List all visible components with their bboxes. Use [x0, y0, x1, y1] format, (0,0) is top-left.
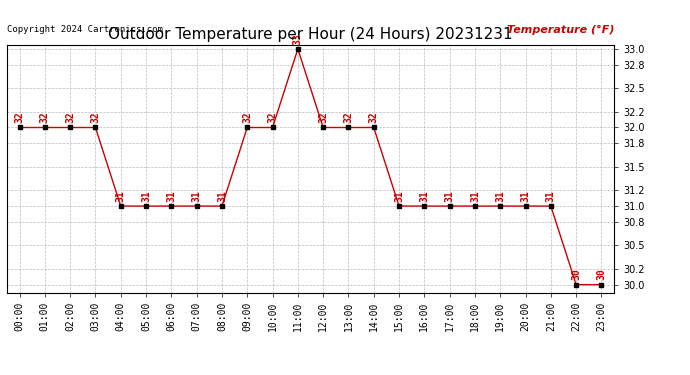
Text: 31: 31 — [217, 190, 227, 202]
Text: 31: 31 — [546, 190, 556, 202]
Text: 33: 33 — [293, 33, 303, 45]
Text: 32: 32 — [40, 112, 50, 123]
Text: 32: 32 — [242, 112, 253, 123]
Text: 31: 31 — [394, 190, 404, 202]
Text: 32: 32 — [14, 112, 25, 123]
Text: 31: 31 — [444, 190, 455, 202]
Text: Copyright 2024 Cartronics.com: Copyright 2024 Cartronics.com — [7, 25, 163, 34]
Text: 32: 32 — [90, 112, 101, 123]
Text: 32: 32 — [65, 112, 75, 123]
Text: 31: 31 — [470, 190, 480, 202]
Text: 32: 32 — [368, 112, 379, 123]
Text: Temperature (°F): Temperature (°F) — [506, 25, 614, 35]
Text: 30: 30 — [596, 269, 607, 280]
Text: 30: 30 — [571, 269, 581, 280]
Text: 31: 31 — [495, 190, 505, 202]
Text: 32: 32 — [318, 112, 328, 123]
Text: 31: 31 — [420, 190, 429, 202]
Text: 32: 32 — [268, 112, 277, 123]
Text: 31: 31 — [141, 190, 151, 202]
Text: 31: 31 — [520, 190, 531, 202]
Text: 31: 31 — [192, 190, 201, 202]
Title: Outdoor Temperature per Hour (24 Hours) 20231231: Outdoor Temperature per Hour (24 Hours) … — [108, 27, 513, 42]
Text: 31: 31 — [116, 190, 126, 202]
Text: 32: 32 — [344, 112, 353, 123]
Text: 31: 31 — [166, 190, 177, 202]
